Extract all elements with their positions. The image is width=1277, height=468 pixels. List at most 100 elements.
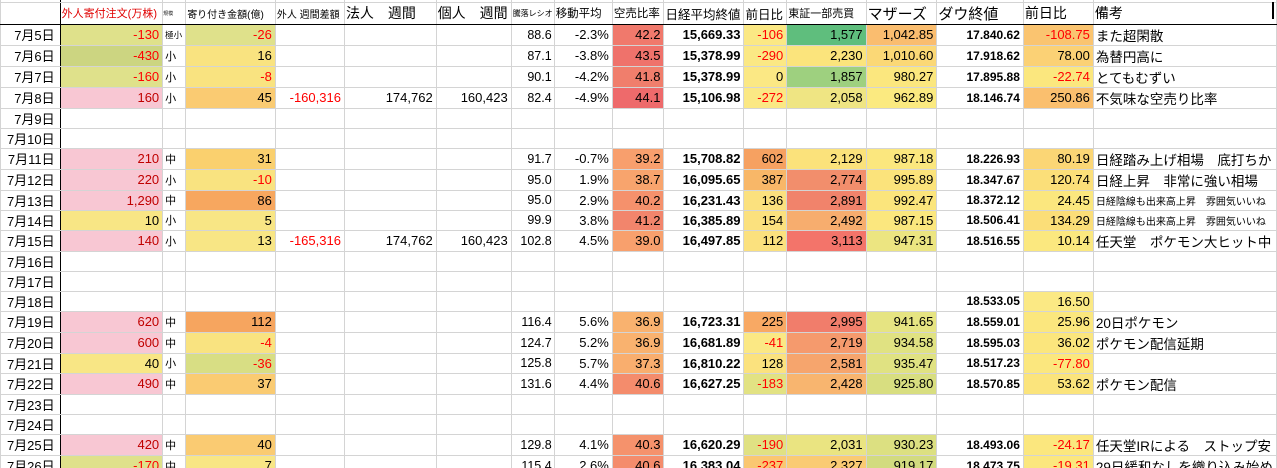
cell-dow_close[interactable]: 18.506.41: [936, 209, 1024, 231]
cell-gaijin_order[interactable]: -170: [59, 454, 164, 468]
cell-gaijin_week[interactable]: -160,316: [274, 86, 345, 109]
cell-remarks[interactable]: ポケモン配信延期: [1092, 331, 1277, 354]
cell-hojin_week[interactable]: [343, 352, 437, 374]
date-cell[interactable]: 7月26日: [0, 454, 61, 468]
cell-mothers[interactable]: [865, 393, 938, 415]
cell-nikkei_change[interactable]: 128: [743, 352, 788, 374]
cell-tosho_volume[interactable]: 3,113: [786, 229, 867, 252]
cell-karauri_ratio[interactable]: 42.2: [611, 23, 665, 46]
cell-toraku_ratio[interactable]: 95.0: [510, 189, 555, 211]
cell-remarks[interactable]: [1092, 290, 1277, 312]
cell-kojin_week[interactable]: [435, 352, 512, 374]
col-header-kojin_week[interactable]: 個人 週間: [435, 1, 512, 25]
cell-kojin_week[interactable]: [435, 393, 512, 415]
cell-hojin_week[interactable]: [343, 65, 437, 88]
cell-hojin_week[interactable]: [343, 270, 437, 292]
cell-nikkei_change[interactable]: [743, 290, 788, 312]
cell-karauri_ratio[interactable]: [611, 290, 665, 312]
cell-remarks[interactable]: [1092, 107, 1277, 129]
cell-toraku_ratio[interactable]: 102.8: [510, 229, 555, 252]
cell-yoritsuki[interactable]: [185, 270, 276, 292]
cell-gaijin_order[interactable]: 620: [59, 310, 164, 333]
cell-hojin_week[interactable]: [343, 290, 437, 312]
cell-kibo[interactable]: [162, 127, 187, 149]
cell-moving_avg[interactable]: 3.8%: [553, 209, 613, 231]
cell-nikkei_close[interactable]: [663, 393, 745, 415]
cell-gaijin_week[interactable]: [274, 23, 345, 46]
cell-yoritsuki[interactable]: [185, 290, 276, 312]
cell-gaijin_order[interactable]: [59, 250, 164, 272]
cell-gaijin_week[interactable]: [274, 250, 345, 272]
date-cell[interactable]: 7月24日: [0, 413, 61, 435]
cell-nikkei_close[interactable]: 15,669.33: [663, 23, 745, 46]
cell-kibo[interactable]: 中: [162, 372, 187, 395]
cell-remarks[interactable]: [1092, 393, 1277, 415]
cell-yoritsuki[interactable]: 45: [185, 86, 276, 109]
cell-yoritsuki[interactable]: -10: [185, 168, 276, 191]
col-header-remarks[interactable]: 備考: [1092, 1, 1277, 25]
cell-karauri_ratio[interactable]: 44.1: [611, 86, 665, 109]
cell-gaijin_order[interactable]: 600: [59, 331, 164, 354]
cell-karauri_ratio[interactable]: [611, 393, 665, 415]
col-header-dow_change[interactable]: 前日比: [1022, 1, 1094, 25]
cell-mothers[interactable]: [865, 250, 938, 272]
cell-kojin_week[interactable]: [435, 331, 512, 354]
cell-yoritsuki[interactable]: -4: [185, 331, 276, 354]
cell-remarks[interactable]: [1092, 413, 1277, 435]
cell-nikkei_change[interactable]: 136: [743, 189, 788, 211]
cell-remarks[interactable]: 任天堂 ポケモン大ヒット中: [1092, 229, 1277, 252]
cell-nikkei_change[interactable]: 154: [743, 209, 788, 231]
cell-gaijin_week[interactable]: [274, 189, 345, 211]
cell-karauri_ratio[interactable]: 41.2: [611, 209, 665, 231]
cell-kibo[interactable]: 小: [162, 352, 187, 374]
cell-remarks[interactable]: [1092, 270, 1277, 292]
cell-nikkei_close[interactable]: 16,620.29: [663, 433, 745, 456]
cell-nikkei_close[interactable]: 15,708.82: [663, 147, 745, 170]
cell-moving_avg[interactable]: [553, 393, 613, 415]
cell-mothers[interactable]: 987.18: [865, 147, 938, 170]
cell-yoritsuki[interactable]: 40: [185, 433, 276, 456]
date-cell[interactable]: 7月15日: [0, 229, 61, 252]
cell-kojin_week[interactable]: [435, 433, 512, 456]
date-cell[interactable]: 7月20日: [0, 331, 61, 354]
cell-toraku_ratio[interactable]: 88.6: [510, 23, 555, 46]
cell-gaijin_week[interactable]: [274, 168, 345, 191]
cell-kojin_week[interactable]: [435, 147, 512, 170]
cell-hojin_week[interactable]: [343, 23, 437, 46]
cell-nikkei_change[interactable]: [743, 250, 788, 272]
cell-gaijin_order[interactable]: -430: [59, 44, 164, 67]
cell-nikkei_close[interactable]: 16,385.89: [663, 209, 745, 231]
cell-dow_close[interactable]: 18.372.12: [936, 189, 1024, 211]
cell-karauri_ratio[interactable]: [611, 107, 665, 129]
cell-mothers[interactable]: 987.15: [865, 209, 938, 231]
cell-toraku_ratio[interactable]: 91.7: [510, 147, 555, 170]
date-cell[interactable]: 7月12日: [0, 168, 61, 191]
cell-karauri_ratio[interactable]: 39.0: [611, 229, 665, 252]
date-cell[interactable]: 7月6日: [0, 44, 61, 67]
cell-kibo[interactable]: 中: [162, 147, 187, 170]
cell-kojin_week[interactable]: 160,423: [435, 86, 512, 109]
cell-dow_change[interactable]: 80.19: [1022, 147, 1094, 170]
cell-remarks[interactable]: [1092, 352, 1277, 374]
date-cell[interactable]: 7月14日: [0, 209, 61, 231]
cell-nikkei_change[interactable]: [743, 413, 788, 435]
cell-moving_avg[interactable]: -4.9%: [553, 86, 613, 109]
cell-toraku_ratio[interactable]: 125.8: [510, 352, 555, 374]
cell-karauri_ratio[interactable]: [611, 250, 665, 272]
cell-hojin_week[interactable]: [343, 413, 437, 435]
cell-gaijin_order[interactable]: 210: [59, 147, 164, 170]
cell-gaijin_order[interactable]: [59, 290, 164, 312]
cell-nikkei_change[interactable]: 602: [743, 147, 788, 170]
cell-gaijin_week[interactable]: [274, 147, 345, 170]
cell-dow_change[interactable]: 10.14: [1022, 229, 1094, 252]
cell-nikkei_change[interactable]: 387: [743, 168, 788, 191]
cell-moving_avg[interactable]: 4.5%: [553, 229, 613, 252]
col-header-dow_close[interactable]: ダウ終値: [936, 1, 1024, 25]
cell-nikkei_close[interactable]: 16,383.04: [663, 454, 745, 468]
cell-tosho_volume[interactable]: 2,327: [786, 454, 867, 468]
cell-gaijin_order[interactable]: 10: [59, 209, 164, 231]
cell-moving_avg[interactable]: [553, 290, 613, 312]
cell-hojin_week[interactable]: [343, 147, 437, 170]
cell-hojin_week[interactable]: [343, 433, 437, 456]
cell-dow_change[interactable]: 24.45: [1022, 189, 1094, 211]
